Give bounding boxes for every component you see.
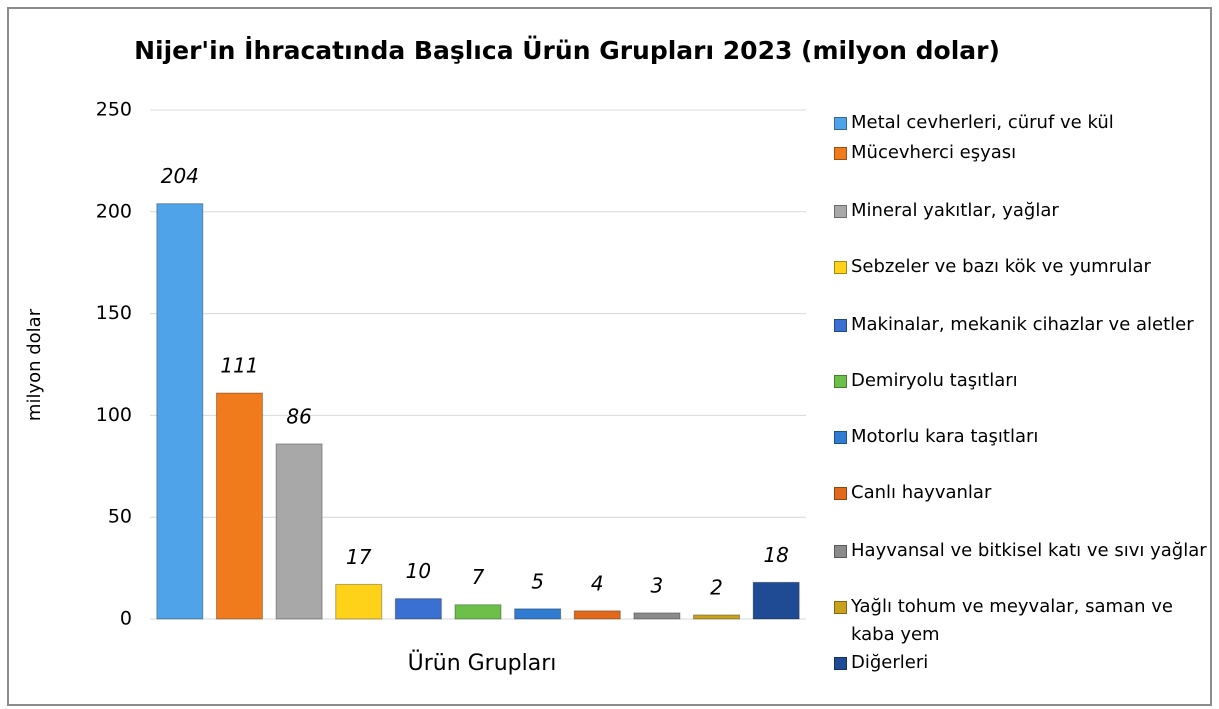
y-tick-label: 0 [120,608,132,630]
y-tick-label: 100 [96,404,132,426]
data-label: 86 [286,404,311,428]
y-tick-label: 250 [96,99,132,121]
legend-swatch [834,601,847,614]
bar [573,610,621,620]
legend-label: Motorlu kara taşıtları [851,426,1039,447]
y-tick-label: 200 [96,200,132,222]
bar [752,581,800,620]
chart-border [7,7,1212,706]
legend-label: Canlı hayvanlar [851,482,992,503]
data-label: 4 [591,571,604,595]
legend-label: Diğerleri [851,652,929,673]
bar [275,443,323,620]
data-label: 111 [220,354,258,378]
bar [633,612,681,620]
data-label: 2 [710,575,723,599]
legend-swatch [834,431,847,444]
data-label: 7 [472,565,485,589]
legend-label: Metal cevherleri, cüruf ve kül [851,112,1114,133]
bar [514,608,562,620]
legend-swatch [834,147,847,160]
x-axis-title: Ürün Grupları [408,650,557,676]
legend-label: Makinalar, mekanik cihazlar ve aletler [851,314,1194,335]
data-label: 17 [346,545,372,569]
y-tick-label: 50 [108,506,132,528]
data-label: 10 [406,559,431,583]
y-tick-label: 150 [96,302,132,324]
legend-swatch [834,375,847,388]
legend-swatch [834,487,847,500]
chart-title: Nijer'in İhracatında Başlıca Ürün Grupla… [134,35,1000,65]
legend-swatch [834,205,847,218]
data-label: 18 [763,543,788,567]
legend-swatch [834,657,847,670]
bar [335,583,383,620]
bar [215,392,263,620]
legend-label: Hayvansal ve bitkisel katı ve sıvı yağla… [851,540,1207,561]
bar [693,614,741,620]
legend-swatch [834,545,847,558]
data-label: 5 [531,569,544,593]
y-axis-title: milyon dolar [24,308,45,421]
bar [394,598,442,620]
legend-label: Demiryolu taşıtları [851,370,1018,391]
bar [156,203,204,620]
legend-swatch [834,117,847,130]
legend-label: Sebzeler ve bazı kök ve yumrular [851,256,1151,277]
legend-label: Mineral yakıtlar, yağlar [851,200,1059,221]
legend-swatch [834,319,847,332]
legend-label: Yağlı tohum ve meyvalar, saman ve kaba y… [851,596,1173,645]
bar [454,604,502,620]
legend-swatch [834,261,847,274]
data-label: 3 [651,573,664,597]
data-label: 204 [161,164,199,188]
legend-label: Mücevherci eşyası [851,142,1017,163]
